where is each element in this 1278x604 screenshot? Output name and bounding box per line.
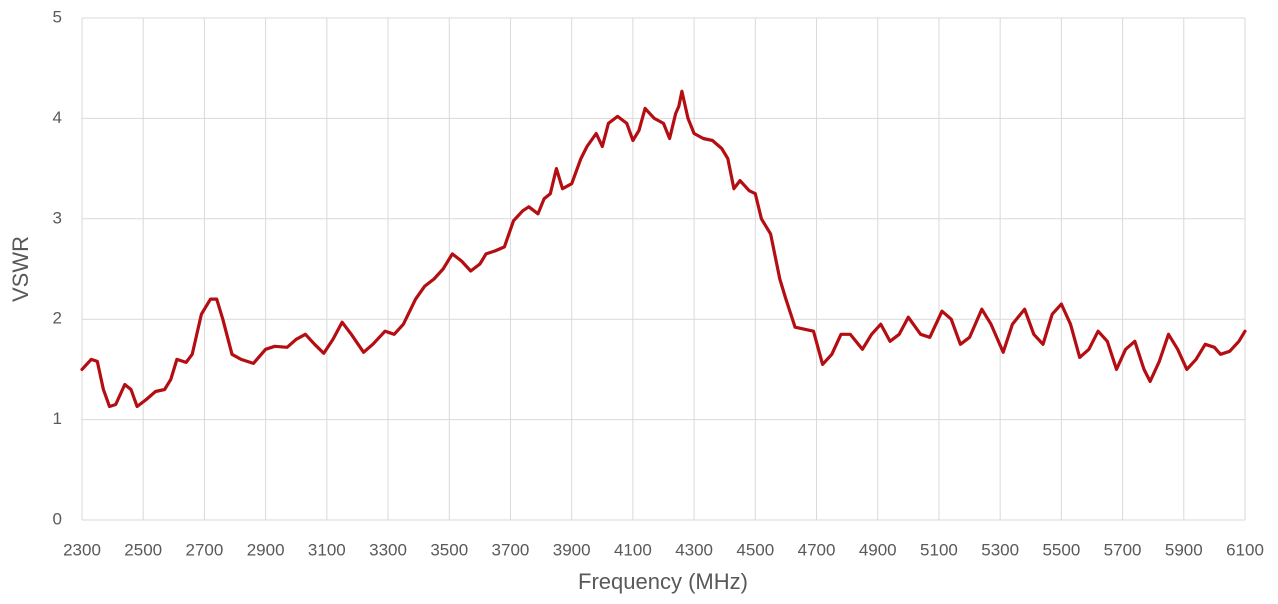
y-tick-label: 4 [53,108,62,127]
x-tick-label: 5300 [981,540,1019,559]
y-tick-label: 3 [53,208,62,227]
x-tick-label: 4900 [859,540,897,559]
y-tick-label: 0 [53,509,62,528]
x-tick-label: 5100 [920,540,958,559]
y-axis-label: VSWR [8,236,33,302]
x-tick-label: 5700 [1104,540,1142,559]
x-tick-label: 2500 [124,540,162,559]
x-tick-label: 3700 [492,540,530,559]
x-tick-label: 3500 [430,540,468,559]
y-tick-label: 2 [53,309,62,328]
x-tick-label: 3100 [308,540,346,559]
x-tick-label: 2700 [186,540,224,559]
x-tick-label: 4300 [675,540,713,559]
x-tick-label: 6100 [1226,540,1264,559]
x-tick-label: 4100 [614,540,652,559]
x-tick-label: 2900 [247,540,285,559]
x-tick-label: 2300 [63,540,101,559]
y-tick-label: 1 [53,409,62,428]
x-tick-label: 5500 [1042,540,1080,559]
x-axis-label: Frequency (MHz) [578,569,748,594]
x-tick-label: 3300 [369,540,407,559]
x-tick-label: 5900 [1165,540,1203,559]
x-tick-label: 4500 [736,540,774,559]
data-line [80,89,1247,409]
x-tick-label: 4700 [798,540,836,559]
x-tick-label: 3900 [553,540,591,559]
y-tick-label: 5 [53,7,62,26]
